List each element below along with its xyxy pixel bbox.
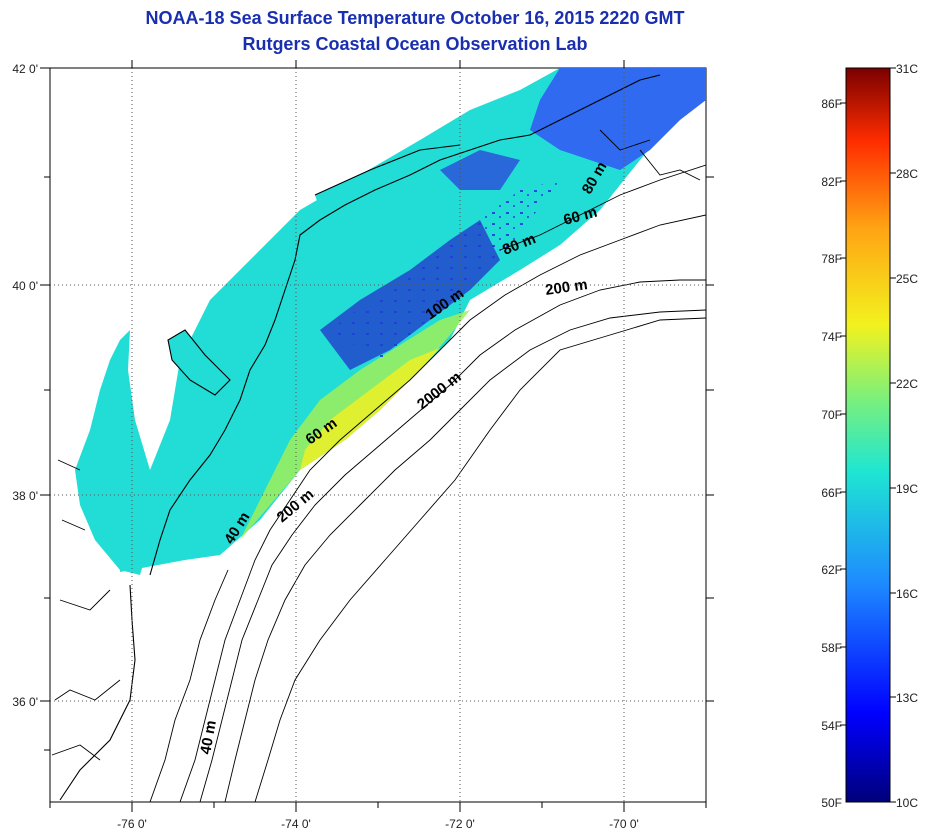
colorbar-f-label: 74F — [821, 330, 842, 344]
colorbar-f-label: 54F — [821, 719, 842, 733]
colorbar-c-label: 16C — [896, 587, 918, 601]
tick-marks — [40, 60, 714, 812]
colorbar-c-label: 31C — [896, 62, 918, 76]
colorbar-f-label: 86F — [821, 97, 842, 111]
lat-tick-label: 42 0' — [12, 62, 38, 76]
colorbar: 86F 82F 78F 74F 70F 66F 62F 58F 54F 50F … — [821, 62, 918, 810]
lon-tick-label: -76 0' — [117, 817, 147, 831]
lon-tick-label: -70 0' — [609, 817, 639, 831]
cool-water-zone — [530, 68, 706, 170]
colorbar-c-label: 28C — [896, 167, 918, 181]
long-island-sound — [315, 145, 460, 210]
map-title: NOAA-18 Sea Surface Temperature October … — [145, 8, 685, 28]
lon-tick-label: -74 0' — [281, 817, 311, 831]
delaware-bay — [168, 330, 230, 395]
lat-tick-label: 40 0' — [12, 279, 38, 293]
colorbar-f-label: 82F — [821, 175, 842, 189]
map-content: 40 m 60 m 80 m 100 m 200 m 2000 m 60 m 8… — [51, 68, 706, 802]
colorbar-c-label: 10C — [896, 796, 918, 810]
lat-tick-label: 38 0' — [12, 489, 38, 503]
colorbar-f-label: 70F — [821, 408, 842, 422]
colorbar-f-label: 66F — [821, 486, 842, 500]
chesapeake-bay — [75, 330, 150, 575]
gridlines — [50, 68, 706, 802]
colorbar-c-label: 25C — [896, 272, 918, 286]
colorbar-c-label: 22C — [896, 377, 918, 391]
coastline-land-outline — [51, 129, 701, 761]
colorbar-f-label: 58F — [821, 641, 842, 655]
isobaths — [149, 164, 706, 802]
isobath-label: 200 m — [544, 276, 588, 299]
coastline — [59, 74, 661, 801]
lon-tick-label: -72 0' — [445, 817, 475, 831]
colorbar-c-label: 19C — [896, 482, 918, 496]
hot-water-zone — [300, 348, 440, 470]
isobath-label: 40 m — [197, 719, 220, 756]
colorbar-f-label: 50F — [821, 796, 842, 810]
lat-tick-label: 36 0' — [12, 695, 38, 709]
colorbar-gradient — [845, 67, 891, 803]
colorbar-f-label: 62F — [821, 563, 842, 577]
map-subtitle: Rutgers Coastal Ocean Observation Lab — [242, 34, 588, 54]
colorbar-f-label: 78F — [821, 252, 842, 266]
colorbar-c-label: 13C — [896, 691, 918, 705]
